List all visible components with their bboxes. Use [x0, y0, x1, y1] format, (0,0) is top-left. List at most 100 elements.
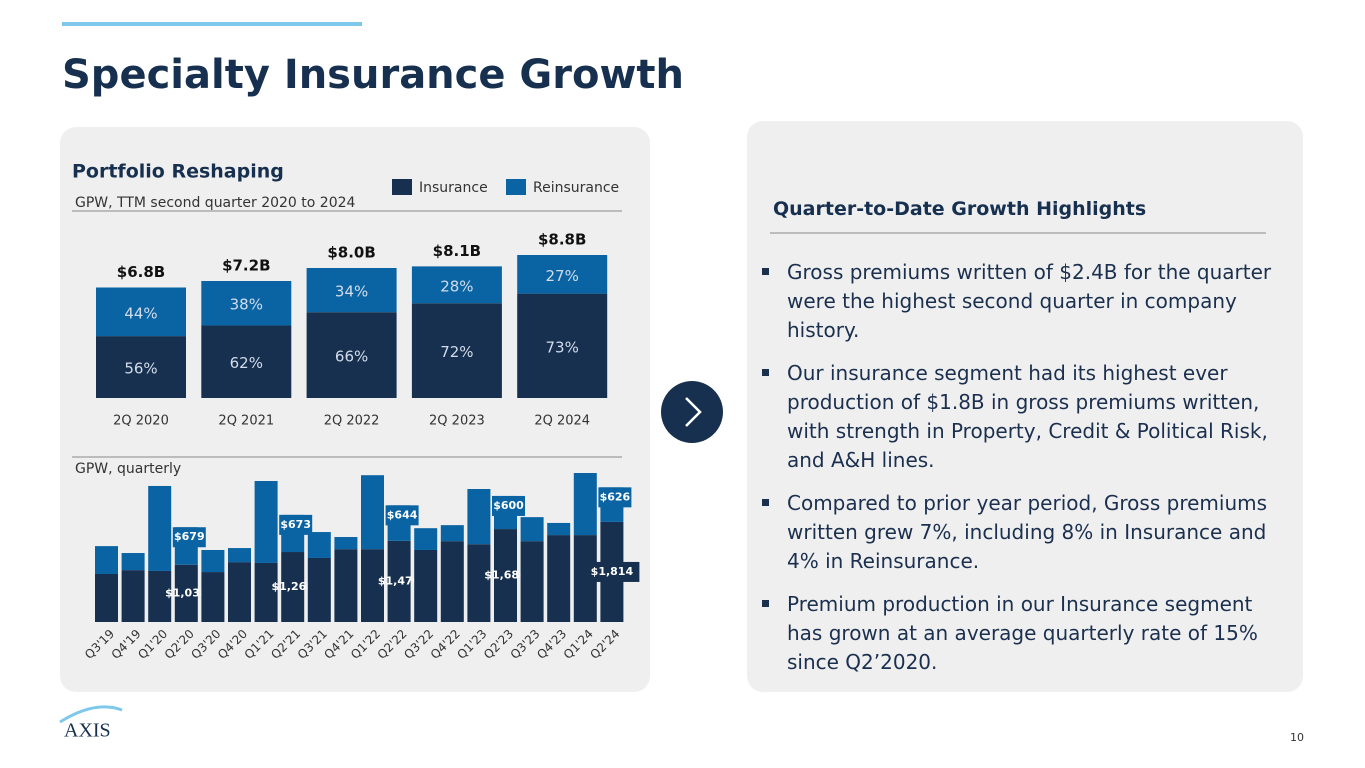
logo: AXIS [64, 720, 111, 742]
label-box [279, 514, 313, 535]
total-label: $8.1B [433, 242, 481, 260]
bar-segment [387, 540, 411, 622]
bar-segment [96, 287, 186, 337]
bar-segment [414, 549, 438, 622]
chevron-icon [685, 397, 702, 427]
bar-segment [547, 522, 571, 536]
bar-segment [96, 336, 186, 398]
total-label: $6.8B [117, 263, 165, 281]
total-label: $8.8B [538, 231, 586, 249]
logo-swoosh [59, 705, 123, 724]
bar-segment [254, 481, 278, 563]
bar-segment [121, 570, 145, 622]
x-tick-label: 2Q 2021 [218, 414, 274, 429]
bar-segment [281, 552, 305, 622]
bar-segment [121, 553, 145, 571]
bar-segment [306, 312, 397, 398]
value-label: $679 [174, 530, 205, 543]
chart-subtitle: GPW, TTM second quarter 2020 to 2024 [75, 195, 356, 211]
value-label: $1,038 [165, 586, 207, 599]
bar-segment [148, 485, 172, 571]
value-label: $600 [493, 499, 524, 512]
bar-segment [228, 548, 251, 563]
bar-segment [201, 281, 292, 326]
bar-segment [334, 549, 358, 622]
value-label: $673 [280, 518, 311, 531]
bar-segment [254, 562, 278, 622]
legend-label: Insurance [419, 180, 488, 196]
bar-segment [361, 549, 384, 622]
bar-segment [547, 535, 571, 622]
bar-segment [307, 557, 331, 622]
x-tick-label: 2Q 2023 [429, 414, 485, 429]
bullet: Compared to prior year period, Gross pre… [760, 489, 1280, 576]
segment-label: 73% [546, 338, 579, 356]
panel-heading: Portfolio Reshaping [72, 161, 284, 183]
bar-segment [334, 537, 358, 550]
bullet-list: Gross premiums written of $2.4B for the … [760, 258, 1280, 691]
value-label: $1,268 [271, 580, 313, 593]
segment-label: 66% [335, 348, 368, 366]
bar-segment [201, 549, 225, 573]
bar-segment [148, 570, 172, 622]
value-label: $1,814 [591, 565, 634, 578]
legend-label: Reinsurance [533, 180, 619, 196]
bar-segment [520, 517, 544, 542]
segment-label: 38% [230, 296, 263, 314]
bar-segment [494, 529, 517, 622]
bar-segment [174, 564, 198, 622]
total-label: $8.0B [327, 244, 375, 262]
bar-segment [467, 544, 491, 622]
bar-segment [228, 562, 251, 622]
value-label: $644 [387, 508, 418, 521]
bar-segment [95, 573, 118, 622]
legend-swatch [392, 179, 412, 195]
right-panel [747, 121, 1303, 692]
bar-segment [467, 489, 491, 545]
bar-segment [440, 525, 464, 542]
bar-segment [573, 473, 597, 536]
label-box [598, 487, 632, 508]
segment-label: 34% [335, 283, 368, 301]
label-box [492, 495, 525, 516]
x-tick-label: 2Q 2024 [534, 414, 590, 429]
bar-segment [95, 546, 118, 574]
bar-segment [411, 266, 502, 304]
x-tick-label: 2Q 2020 [113, 414, 169, 429]
label-box [172, 527, 206, 548]
x-tick-label: 2Q 2022 [324, 414, 380, 429]
accent-bar [62, 22, 362, 26]
next-chevron [661, 381, 723, 443]
bullet: Gross premiums written of $2.4B for the … [760, 258, 1280, 345]
bullet: Our insurance segment had its highest ev… [760, 359, 1280, 475]
total-label: $7.2B [222, 257, 270, 275]
bar-segment [517, 255, 608, 294]
legend-swatch [506, 179, 526, 195]
label-box [584, 561, 640, 582]
segment-label: 56% [124, 360, 157, 378]
slide-title: Specialty Insurance Growth [62, 52, 685, 98]
segment-label: 44% [124, 304, 157, 322]
bar-segment [520, 541, 544, 622]
segment-label: 28% [440, 277, 473, 295]
highlights-heading: Quarter-to-Date Growth Highlights [773, 198, 1147, 220]
page-number: 10 [1290, 731, 1304, 744]
bar-segment [361, 475, 384, 550]
bar-segment [307, 532, 331, 558]
bar-segment [517, 293, 608, 398]
value-label: $1,684 [484, 569, 527, 582]
bar-segment [440, 541, 464, 622]
label-box [385, 505, 419, 526]
value-label: $1,470 [378, 574, 421, 587]
bar-segment [414, 528, 438, 550]
segment-label: 72% [440, 343, 473, 361]
value-label: $626 [600, 490, 631, 503]
bar-segment [306, 268, 397, 313]
chart-subtitle: GPW, quarterly [75, 461, 181, 477]
bar-segment [201, 325, 292, 398]
bullet: Premium production in our Insurance segm… [760, 590, 1280, 677]
bar-segment [411, 303, 502, 398]
segment-label: 62% [230, 354, 263, 372]
